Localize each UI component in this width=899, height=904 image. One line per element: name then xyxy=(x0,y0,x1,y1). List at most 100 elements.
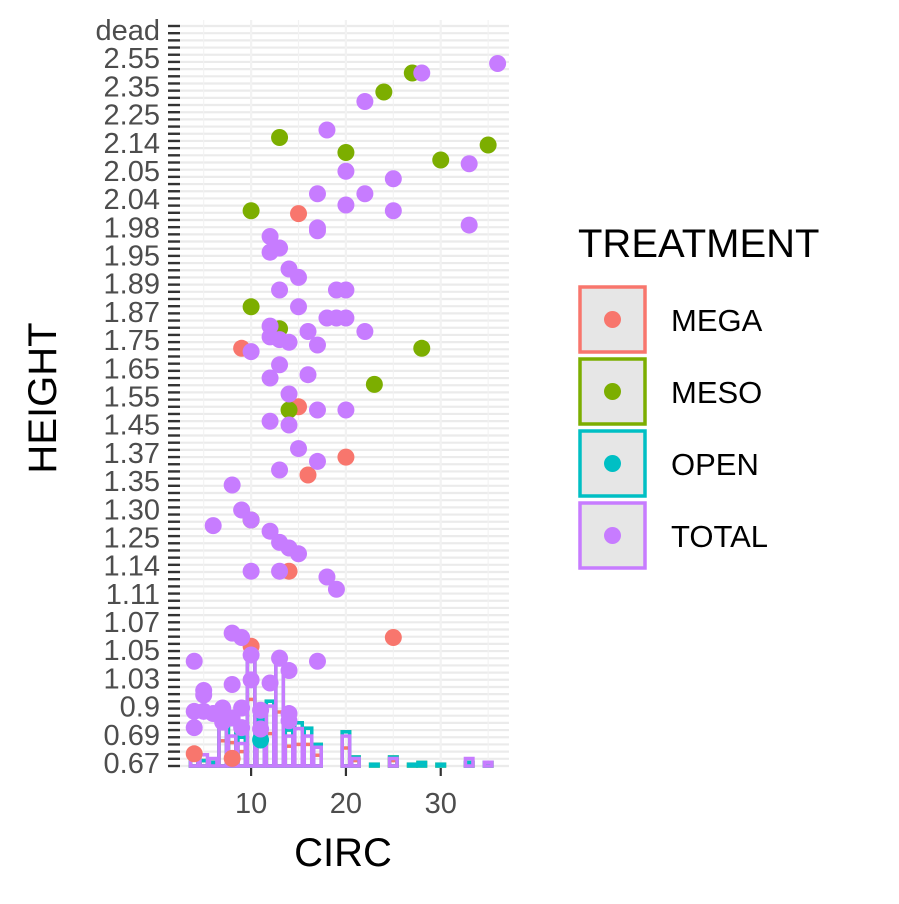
x-tick-label: 20 xyxy=(330,788,362,820)
data-point xyxy=(271,461,289,479)
data-point xyxy=(356,185,374,203)
data-point xyxy=(318,121,336,139)
histogram-bar xyxy=(406,762,418,768)
legend-key xyxy=(578,357,647,426)
data-point xyxy=(337,144,355,161)
y-tick-label: 1.05 xyxy=(104,635,160,667)
legend-label: OPEN xyxy=(671,447,759,482)
data-point xyxy=(384,170,402,188)
data-point xyxy=(242,671,260,689)
legend-dot xyxy=(604,383,621,400)
data-point xyxy=(337,162,355,180)
points-layer xyxy=(185,55,507,767)
y-ticks: dead2.552.352.252.142.052.041.981.951.89… xyxy=(95,15,180,780)
data-point xyxy=(242,562,260,580)
data-point xyxy=(318,568,336,586)
legend-label: MESO xyxy=(671,375,762,410)
data-point xyxy=(242,511,260,529)
histogram-bar xyxy=(368,762,380,768)
y-tick-label: 1.65 xyxy=(104,353,160,385)
legend-label: TOTAL xyxy=(671,519,768,554)
data-point xyxy=(308,452,326,470)
histogram-bar xyxy=(207,756,219,768)
data-point xyxy=(233,629,251,646)
y-tick-label: 1.45 xyxy=(104,410,160,442)
data-point xyxy=(261,674,279,692)
data-point xyxy=(280,333,298,351)
y-tick-label: 1.87 xyxy=(104,297,160,329)
y-tick-label: 1.11 xyxy=(106,579,160,611)
data-point xyxy=(185,719,203,737)
y-tick-label: dead xyxy=(95,15,160,47)
y-tick-label: 2.55 xyxy=(104,43,160,75)
histogram-bar xyxy=(311,745,323,768)
data-point xyxy=(233,719,251,737)
data-point xyxy=(308,222,326,240)
data-point xyxy=(242,343,260,361)
data-point xyxy=(365,375,383,393)
data-point xyxy=(384,202,402,220)
histogram-bar xyxy=(435,762,447,768)
data-point xyxy=(280,712,298,730)
data-point xyxy=(223,676,241,693)
data-point xyxy=(214,713,232,731)
data-point xyxy=(223,749,241,767)
histogram-bar xyxy=(416,760,428,768)
y-tick-label: 1.75 xyxy=(104,325,160,357)
data-point xyxy=(356,93,374,110)
data-point xyxy=(280,385,298,403)
y-axis-title: HEIGHT xyxy=(21,322,65,473)
y-tick-label: 1.25 xyxy=(104,522,160,554)
x-tick-label: 10 xyxy=(235,788,267,820)
histogram-bar xyxy=(302,734,314,768)
data-point xyxy=(308,185,326,203)
data-point xyxy=(337,196,355,214)
histogram-bar xyxy=(482,760,494,768)
data-point xyxy=(479,136,497,154)
x-tick-label: 30 xyxy=(425,788,457,820)
data-point xyxy=(299,366,317,384)
y-tick-label: 1.03 xyxy=(104,663,160,695)
x-axis-title: CIRC xyxy=(294,831,392,875)
y-tick-label: 1.55 xyxy=(104,382,160,414)
data-point xyxy=(271,562,289,580)
data-point xyxy=(271,281,289,299)
data-point xyxy=(290,268,308,286)
y-tick-label: 1.95 xyxy=(104,241,160,273)
data-point xyxy=(299,323,317,340)
legend-label: MEGA xyxy=(671,303,763,338)
data-point xyxy=(242,298,260,316)
data-point xyxy=(261,369,279,387)
data-point xyxy=(413,339,431,357)
histogram-bar xyxy=(463,756,475,768)
data-point xyxy=(308,652,326,670)
y-tick-label: 0.67 xyxy=(104,748,160,780)
data-point xyxy=(308,401,326,419)
data-point xyxy=(413,64,431,82)
y-tick-label: 1.89 xyxy=(104,269,160,301)
y-tick-label: 2.14 xyxy=(104,128,160,160)
y-tick-label: 1.14 xyxy=(104,551,160,583)
data-point xyxy=(460,216,478,234)
data-point xyxy=(223,476,241,494)
data-point xyxy=(318,309,336,327)
y-tick-label: 2.35 xyxy=(104,71,160,103)
y-tick-label: 1.37 xyxy=(104,438,160,470)
data-point xyxy=(252,720,270,738)
legend-dot xyxy=(604,311,621,328)
y-tick-label: 1.07 xyxy=(104,607,160,639)
data-point xyxy=(280,416,298,434)
data-point xyxy=(299,466,317,484)
y-tick-label: 2.04 xyxy=(104,184,160,216)
y-tick-label: 2.25 xyxy=(104,100,160,132)
data-point xyxy=(375,83,393,101)
data-point xyxy=(280,662,298,680)
y-tick-label: 1.35 xyxy=(104,466,160,498)
x-axis: 10 20 30 xyxy=(235,768,457,820)
grid xyxy=(180,20,509,768)
data-point xyxy=(337,401,355,419)
histogram-bar xyxy=(349,756,361,768)
data-point xyxy=(271,356,289,374)
